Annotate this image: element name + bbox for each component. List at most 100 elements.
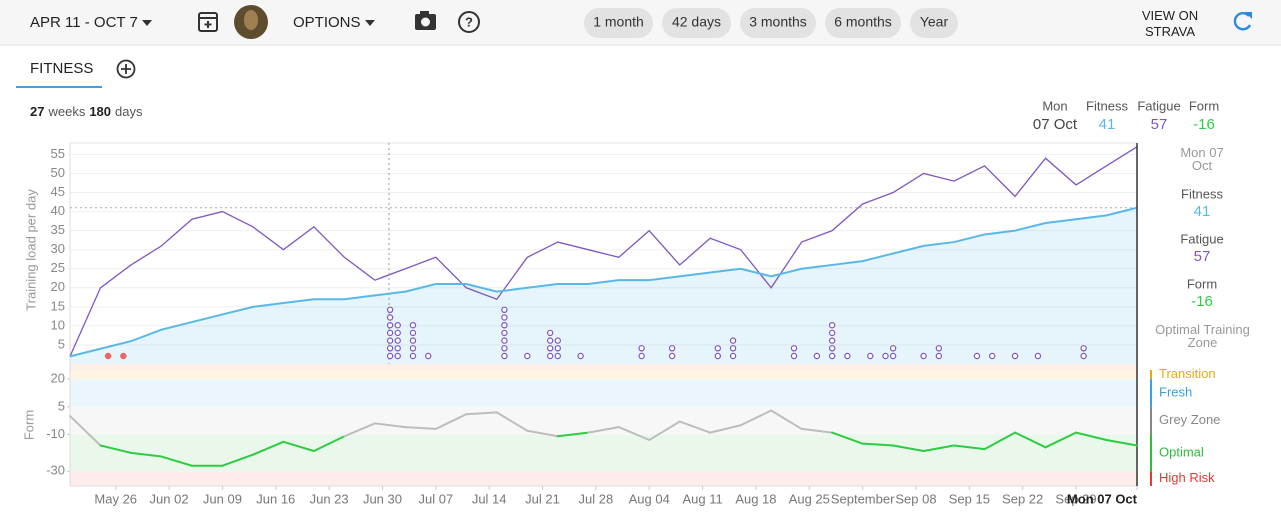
add-tab[interactable]: [116, 59, 136, 79]
side-fatigue-label: Fatigue: [1180, 231, 1223, 246]
activity-dot: [386, 329, 394, 337]
zone-bar: [1150, 379, 1152, 407]
activity-dot: [394, 345, 401, 352]
zone-band: [70, 379, 1137, 407]
activity-dot: [973, 352, 981, 360]
x-tick-label: Mon 07 Oct: [1067, 491, 1138, 506]
activity-dot: [577, 352, 584, 360]
form-segment: [404, 426, 437, 430]
activity-dot: [546, 337, 554, 344]
side-fatigue: 57: [1194, 248, 1211, 265]
period-button[interactable]: [740, 8, 816, 38]
period-buttons: 1 month 42 days 3 months 6 months Year: [584, 8, 958, 38]
form-segment: [343, 422, 376, 438]
options-menu[interactable]: OPTIONS: [293, 14, 361, 31]
activity-dot: [889, 352, 897, 360]
x-tick-label: Sep 08: [895, 491, 936, 506]
readout-date: 07 Oct: [1033, 116, 1078, 133]
activity-dot: [501, 345, 508, 352]
x-tick-label: Jun 02: [150, 491, 189, 506]
form-segment: [617, 426, 651, 441]
form-segment: [1014, 431, 1047, 449]
readout-fitness: 41: [1099, 116, 1116, 133]
y-tick-label: 15: [51, 298, 65, 313]
days: 180: [89, 104, 111, 119]
fatigue-line: [69, 146, 1138, 357]
form-segment: [587, 426, 620, 434]
summary: 27 weeks 180 days: [30, 104, 143, 119]
activity-dot: [394, 352, 401, 360]
x-tick-label: Jul 28: [579, 491, 614, 506]
activity-dot: [386, 314, 394, 321]
refresh-icon[interactable]: [1233, 12, 1252, 31]
activity-dot: [729, 345, 737, 352]
readout-fatigue-label: Fatigue: [1137, 98, 1180, 113]
x-tick-label: Sep 29: [1055, 491, 1096, 506]
form-segment: [221, 453, 254, 467]
help-icon[interactable]: ?: [458, 11, 480, 33]
form-segment: [739, 409, 773, 427]
camera-icon[interactable]: [415, 11, 436, 30]
period-button[interactable]: [662, 8, 731, 38]
readout-fitness-label: Fitness: [1086, 98, 1128, 113]
form-tick-label: 5: [58, 398, 65, 413]
activity-dot: [501, 337, 508, 344]
activity-dot: [828, 352, 836, 360]
readout-form-label: Form: [1189, 98, 1219, 113]
activity-dot: [828, 337, 836, 344]
activity-dot: [386, 337, 394, 344]
zone-bar: [1150, 471, 1152, 486]
readout-fatigue: 57: [1151, 116, 1168, 133]
x-tick-label: Sep 15: [949, 491, 990, 506]
activity-dot: [714, 345, 722, 352]
form-segment: [648, 420, 681, 441]
period-button[interactable]: [825, 8, 901, 38]
period-button[interactable]: [584, 8, 653, 38]
tab-fitness[interactable]: FITNESS: [30, 60, 93, 77]
form-segment: [69, 415, 102, 447]
form-segment: [861, 442, 895, 447]
period-label: 1 month: [593, 14, 644, 30]
form-tick-label: -10: [46, 426, 65, 441]
activity-dot: [524, 352, 531, 360]
activity-dot: [546, 352, 554, 360]
x-tick-label: Jun 09: [203, 491, 242, 506]
form-segment: [1105, 438, 1138, 447]
period-label: 3 months: [749, 14, 807, 30]
form-segment: [831, 431, 864, 445]
form-segment: [282, 440, 315, 453]
date-range[interactable]: APR 11 - OCT 7: [30, 14, 138, 31]
period-label: 42 days: [672, 14, 721, 30]
caret[interactable]: [365, 20, 375, 26]
zone-label: Optimal Training Zone: [1155, 322, 1250, 350]
activity-dot: [554, 352, 561, 360]
view-on-strava[interactable]: VIEW ON STRAVA: [1141, 8, 1199, 39]
y-tick-label: 40: [51, 203, 65, 218]
form-segment: [251, 440, 285, 456]
activity-dot: [813, 352, 821, 360]
form-segment: [160, 455, 193, 467]
caret[interactable]: [142, 20, 152, 26]
period-button[interactable]: [910, 8, 958, 38]
form-segment: [800, 427, 834, 434]
form-segment: [892, 444, 925, 453]
zone-name: Optimal: [1159, 444, 1204, 459]
calendar-icon[interactable]: [198, 12, 218, 32]
activity-dot: [409, 322, 417, 329]
activity-dot: [729, 337, 737, 344]
x-tick-label: September: [831, 491, 895, 506]
x-tick-label: May 26: [94, 491, 137, 506]
form-segment: [526, 429, 559, 438]
activity-dot: [554, 345, 561, 352]
x-tick-label: Aug 04: [629, 491, 670, 506]
activity-dot: [828, 329, 836, 337]
zone-name: High Risk: [1159, 470, 1215, 485]
y-axis-label: Training load per day: [23, 189, 38, 311]
weeks: 27: [30, 104, 44, 119]
form-axis-label: Form: [21, 410, 36, 440]
y-tick-label: 10: [51, 317, 65, 332]
y-tick-label: 45: [51, 184, 65, 199]
activity-dot: [988, 352, 996, 360]
